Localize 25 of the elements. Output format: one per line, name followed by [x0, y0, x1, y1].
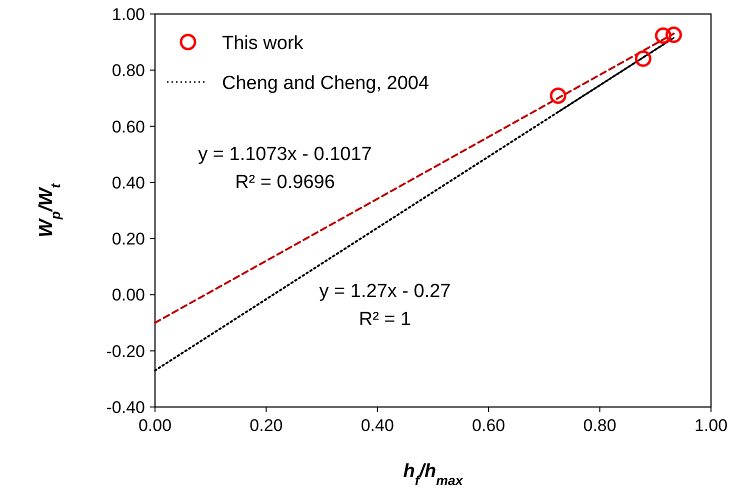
point	[666, 26, 682, 44]
y-tick-label: 0.80	[112, 61, 145, 80]
annotation: y = 1.1073x - 0.1017	[198, 144, 372, 165]
point	[634, 50, 652, 67]
x-tick-label: 0.60	[472, 416, 506, 435]
legend-label: Cheng and Cheng, 2004	[222, 73, 430, 94]
point	[550, 87, 566, 104]
annotation: y = 1.27x - 0.27	[319, 281, 451, 302]
y-tick-label: -0.40	[106, 398, 145, 417]
y-tick-label: 0.00	[112, 286, 145, 305]
annotation: R² = 0.9696	[235, 172, 335, 193]
x-tick-label: 0.80	[583, 416, 616, 435]
legend-label: This work	[222, 33, 304, 54]
y-tick-label: -0.20	[106, 342, 145, 361]
x-axis-title: h$_{f}$/h$_{max}$	[403, 461, 464, 488]
point	[654, 27, 672, 44]
x-tick-label: 0.20	[250, 416, 283, 435]
y-tick-label: 0.60	[112, 117, 145, 136]
x-tick-label: 1.00	[694, 416, 728, 435]
y-tick-label: 1.00	[112, 5, 145, 24]
x-tick-label: 0.40	[360, 416, 394, 435]
x-tick-label: 0.00	[138, 416, 172, 435]
y-tick-label: 0.40	[112, 173, 145, 192]
annotation: R² = 1	[358, 309, 412, 330]
y-tick-label: 0.20	[112, 230, 145, 249]
